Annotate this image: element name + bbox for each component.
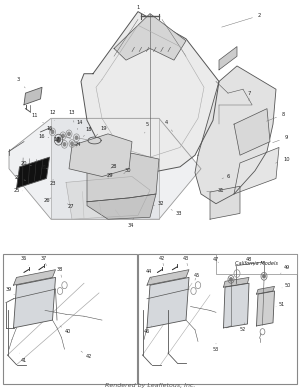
Polygon shape xyxy=(51,118,159,219)
Polygon shape xyxy=(9,118,201,219)
Text: 13: 13 xyxy=(69,110,75,122)
Text: 12: 12 xyxy=(49,110,56,121)
Text: 8: 8 xyxy=(267,112,285,121)
Text: 31: 31 xyxy=(207,188,224,192)
Text: 6: 6 xyxy=(222,174,230,179)
Text: 51: 51 xyxy=(276,302,285,307)
Text: 25: 25 xyxy=(13,189,22,193)
Text: 7: 7 xyxy=(248,91,250,101)
Polygon shape xyxy=(87,153,159,202)
Text: 16: 16 xyxy=(39,134,49,139)
Text: 27: 27 xyxy=(67,204,74,209)
Polygon shape xyxy=(256,291,274,326)
Text: 2: 2 xyxy=(222,13,261,27)
Text: 24: 24 xyxy=(75,142,81,147)
Text: 50: 50 xyxy=(282,283,291,288)
Text: 53: 53 xyxy=(213,343,219,352)
Text: 19: 19 xyxy=(96,126,107,136)
Text: 52: 52 xyxy=(240,323,246,332)
Polygon shape xyxy=(147,277,189,328)
Polygon shape xyxy=(66,177,150,219)
Polygon shape xyxy=(256,286,274,294)
Text: 21: 21 xyxy=(40,165,48,170)
Text: 37: 37 xyxy=(40,256,46,266)
Polygon shape xyxy=(234,109,270,155)
Text: 47: 47 xyxy=(213,258,219,263)
Polygon shape xyxy=(114,14,186,60)
Circle shape xyxy=(56,137,61,142)
Text: 36: 36 xyxy=(21,256,28,266)
Text: 20: 20 xyxy=(21,161,32,166)
Text: 39: 39 xyxy=(6,287,14,295)
Circle shape xyxy=(62,134,64,137)
Text: 14: 14 xyxy=(76,121,83,130)
Circle shape xyxy=(63,143,66,146)
Polygon shape xyxy=(14,277,56,328)
Text: 41: 41 xyxy=(20,353,27,363)
Text: California Models: California Models xyxy=(235,262,278,266)
Text: 10: 10 xyxy=(276,157,290,163)
Circle shape xyxy=(75,136,78,139)
Text: 23: 23 xyxy=(49,179,56,185)
Polygon shape xyxy=(81,12,219,173)
Text: 3: 3 xyxy=(16,77,25,88)
Polygon shape xyxy=(16,157,50,188)
Text: 18: 18 xyxy=(83,128,92,137)
Text: 44: 44 xyxy=(146,269,152,279)
Polygon shape xyxy=(69,134,132,177)
Polygon shape xyxy=(224,283,249,328)
Text: 45: 45 xyxy=(194,273,200,280)
Polygon shape xyxy=(24,87,42,105)
Polygon shape xyxy=(195,66,276,204)
Text: 40: 40 xyxy=(60,326,70,334)
Text: 38: 38 xyxy=(57,267,63,277)
Text: Rendered by Leafletous, Inc.: Rendered by Leafletous, Inc. xyxy=(105,383,195,388)
Text: 34: 34 xyxy=(128,218,134,227)
Bar xyxy=(3,254,136,384)
Text: 26: 26 xyxy=(43,198,51,203)
Text: 46: 46 xyxy=(144,326,152,334)
Text: 15: 15 xyxy=(46,126,53,131)
Bar xyxy=(138,254,297,384)
Text: 30: 30 xyxy=(124,168,131,174)
Text: 22: 22 xyxy=(15,175,26,180)
Text: 33: 33 xyxy=(171,210,182,216)
Text: 5: 5 xyxy=(145,122,148,133)
Text: 48: 48 xyxy=(246,258,253,266)
Text: 28: 28 xyxy=(111,164,117,168)
Bar xyxy=(216,254,297,274)
Text: 29: 29 xyxy=(106,173,113,178)
Text: 9: 9 xyxy=(273,135,288,143)
Polygon shape xyxy=(147,270,189,285)
Circle shape xyxy=(230,278,232,281)
Circle shape xyxy=(68,132,70,135)
Text: 42: 42 xyxy=(81,351,92,359)
Polygon shape xyxy=(14,270,56,285)
Text: 49: 49 xyxy=(280,265,290,274)
Polygon shape xyxy=(87,194,156,219)
Circle shape xyxy=(71,142,73,145)
Circle shape xyxy=(51,130,54,133)
Polygon shape xyxy=(234,147,279,194)
Text: 32: 32 xyxy=(153,201,164,206)
Text: 11: 11 xyxy=(31,113,44,123)
Text: 4: 4 xyxy=(165,120,172,132)
Text: 17: 17 xyxy=(54,137,60,142)
Polygon shape xyxy=(224,277,249,287)
Polygon shape xyxy=(210,186,240,219)
Text: 43: 43 xyxy=(183,256,189,266)
Circle shape xyxy=(263,275,265,278)
Text: 42: 42 xyxy=(159,256,165,266)
Polygon shape xyxy=(219,47,237,70)
Text: 1: 1 xyxy=(136,5,145,13)
